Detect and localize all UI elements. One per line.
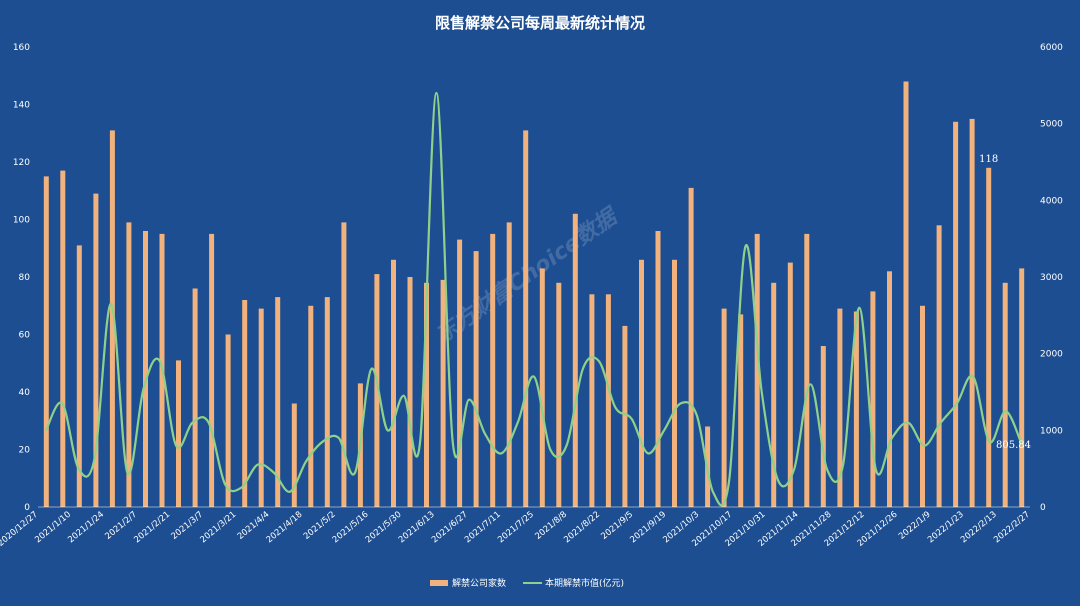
left-tick-label: 80 (19, 273, 31, 283)
bar (639, 259, 644, 508)
left-tick-label: 40 (19, 388, 31, 398)
bar (572, 213, 578, 508)
left-tick-label: 120 (13, 158, 30, 168)
bar (754, 233, 760, 507)
left-tick-label: 0 (24, 503, 30, 513)
bar (870, 291, 876, 507)
bar (391, 259, 396, 508)
bar (43, 176, 49, 507)
bar (539, 268, 545, 507)
bar (424, 282, 429, 508)
bar (655, 231, 661, 507)
bar (324, 297, 330, 507)
left-tick-label: 60 (19, 331, 31, 341)
bar (903, 81, 909, 507)
bar (457, 239, 463, 507)
bar (953, 121, 959, 508)
bar (738, 314, 744, 507)
bar (291, 403, 297, 507)
right-tick-label: 6000 (1040, 43, 1063, 53)
left-tick-label: 100 (13, 216, 30, 226)
bar (176, 360, 181, 507)
bar (820, 346, 826, 507)
bar (225, 334, 231, 507)
bar (109, 130, 115, 507)
bar (672, 259, 677, 508)
bar (1019, 268, 1025, 507)
bar (258, 308, 264, 507)
legend: 解禁公司家数 本期解禁市值(亿元) (430, 577, 624, 589)
data-labels-group: 118 805.84 (979, 154, 1031, 451)
bar (920, 305, 925, 508)
legend-line-label: 本期解禁市值(亿元) (545, 577, 624, 589)
bar (787, 262, 793, 507)
bar (605, 294, 611, 508)
bar (721, 308, 727, 507)
bar (407, 277, 413, 507)
chart-title: 限售解禁公司每周最新统计情况 (435, 14, 645, 32)
left-tick-label: 20 (19, 446, 31, 456)
bar (853, 311, 859, 507)
bar (60, 170, 66, 507)
bar (440, 279, 446, 507)
right-tick-label: 4000 (1040, 196, 1063, 206)
bar (804, 233, 810, 507)
bar (93, 193, 99, 507)
right-tick-label: 3000 (1040, 273, 1063, 283)
bar (887, 271, 892, 508)
series-line (45, 91, 1024, 507)
bar (308, 305, 314, 508)
legend-bar-label: 解禁公司家数 (452, 577, 506, 589)
data-label-line: 805.84 (996, 440, 1031, 451)
right-tick-label: 5000 (1040, 120, 1063, 130)
right-tick-label: 0 (1040, 503, 1046, 513)
bar (490, 233, 496, 507)
bar (506, 222, 512, 507)
bar (556, 282, 562, 508)
bar (589, 294, 595, 508)
bar (242, 300, 248, 507)
left-tick-label: 160 (13, 43, 30, 53)
bar (209, 233, 215, 507)
legend-bar-swatch (430, 580, 448, 586)
bar (837, 308, 843, 507)
bar (473, 251, 479, 507)
data-label-bar: 118 (979, 154, 998, 165)
line-group (45, 91, 1024, 507)
bar (936, 225, 942, 508)
bar (986, 167, 992, 508)
right-tick-label: 2000 (1040, 350, 1063, 360)
bar (126, 222, 132, 507)
bar (688, 187, 694, 507)
bar (969, 118, 975, 508)
bar (341, 222, 347, 507)
left-tick-label: 140 (13, 101, 30, 111)
bar (374, 274, 380, 507)
bar (275, 297, 281, 507)
bar (1002, 282, 1008, 508)
bar (771, 282, 777, 508)
bar (622, 325, 628, 507)
bar (76, 245, 82, 507)
bar (143, 231, 148, 507)
right-tick-label: 1000 (1040, 426, 1063, 436)
bar (523, 130, 529, 507)
bar (192, 288, 198, 507)
